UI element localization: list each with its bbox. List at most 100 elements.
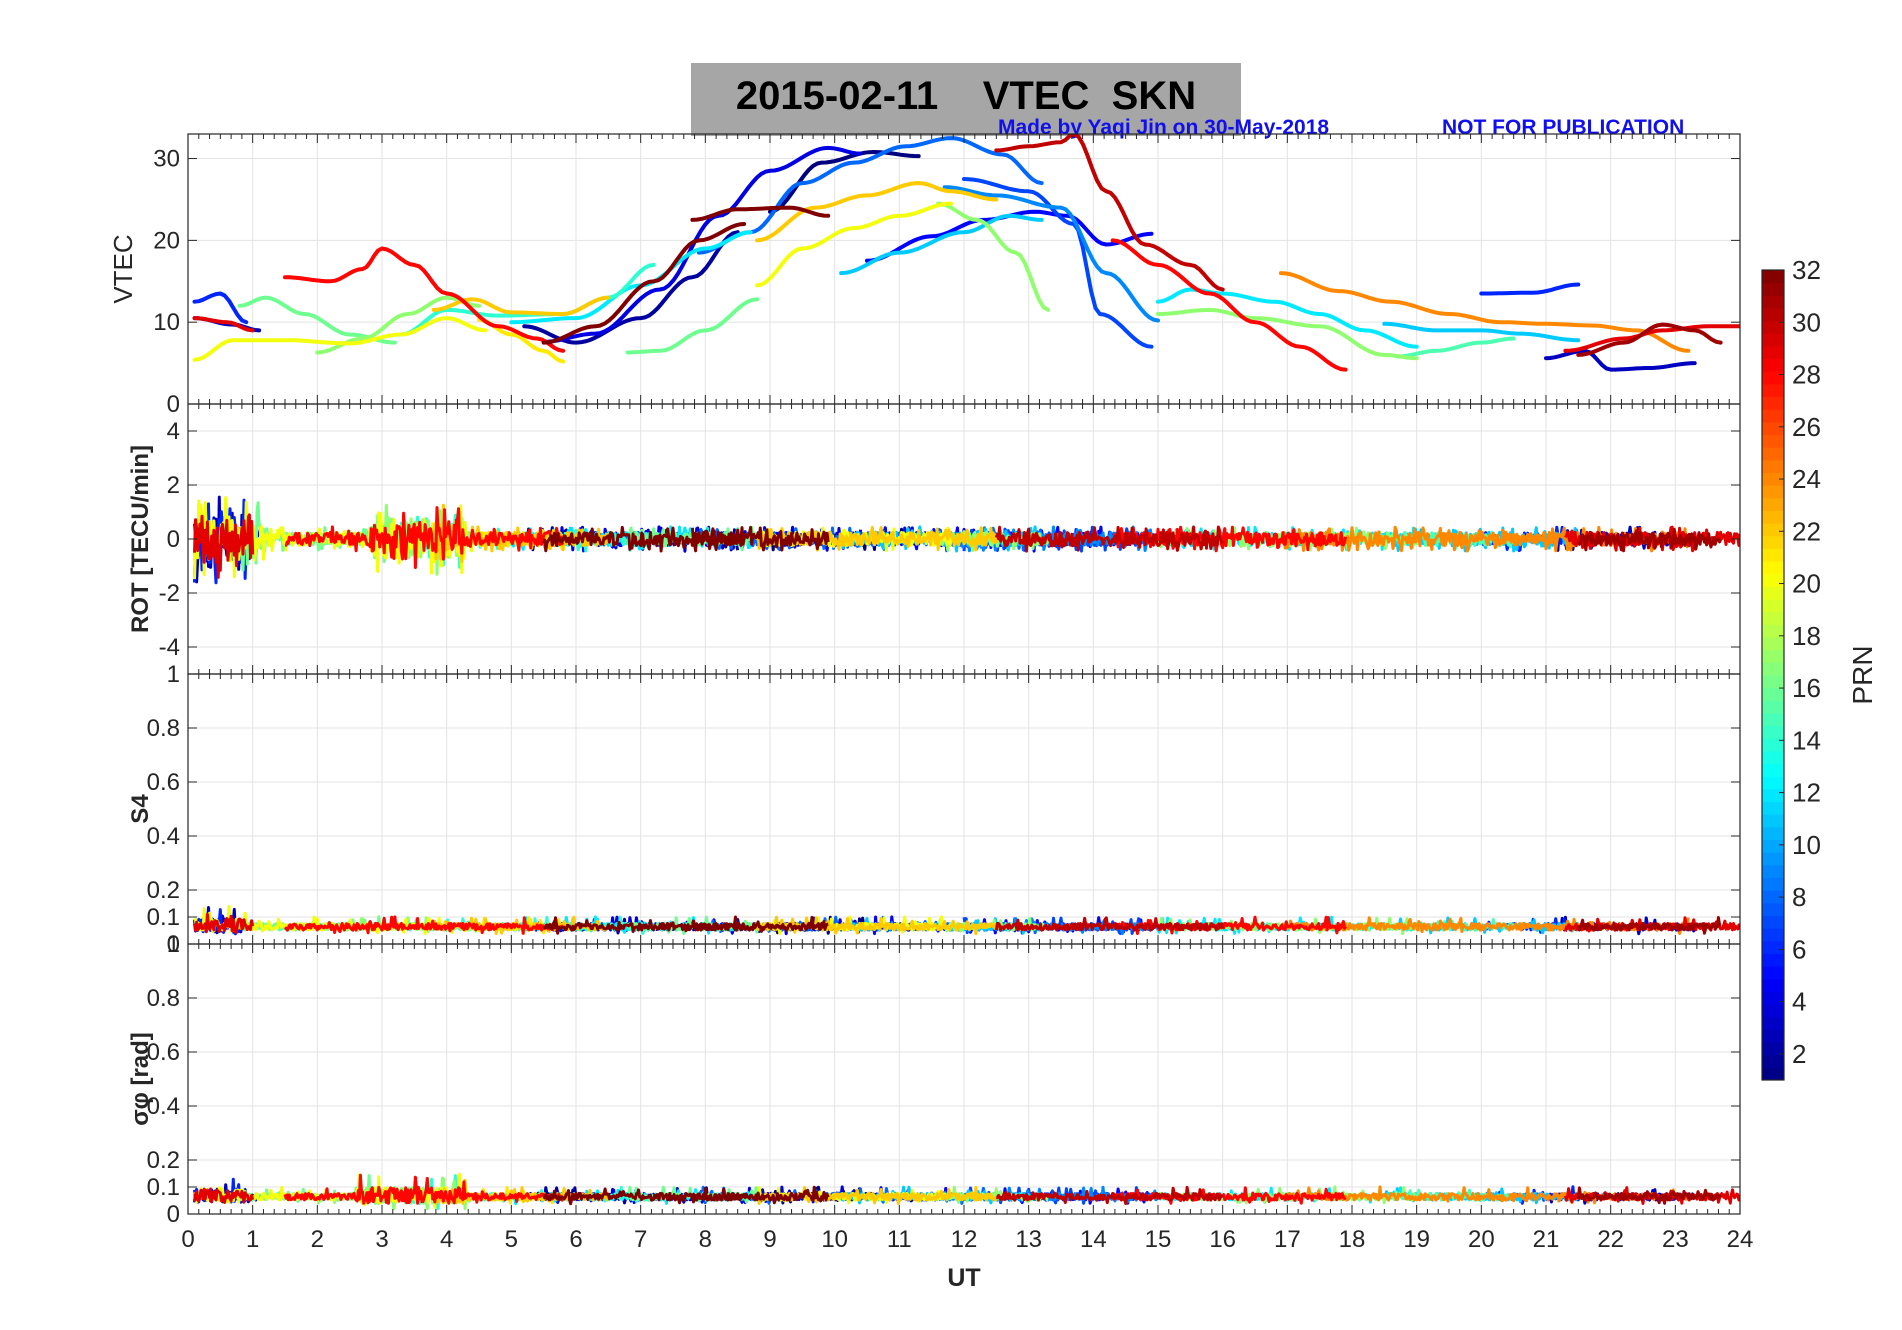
colorbar-band [1762, 383, 1784, 398]
y-tick-label: 0 [167, 931, 180, 958]
colorbar-band [1762, 864, 1784, 878]
trace-prn-29 [193, 1187, 255, 1204]
colorbar-tick-label: 20 [1792, 569, 1821, 599]
series-line-prn-28 [283, 246, 566, 353]
series-line-prn-32 [541, 222, 747, 345]
trace-prn-31 [1576, 527, 1722, 553]
colorbar-tick-label: 12 [1792, 778, 1821, 808]
x-tick-label: 5 [505, 1226, 518, 1253]
x-tick-label: 18 [1339, 1226, 1366, 1253]
colorbar-band [1762, 978, 1784, 992]
colorbar-tick-label: 8 [1792, 882, 1806, 912]
colorbar-band [1762, 371, 1784, 385]
colorbar-band [1762, 270, 1784, 284]
y-tick-label: -2 [159, 580, 180, 607]
trace-prn-22 [755, 915, 998, 936]
colorbar-band [1762, 447, 1784, 461]
colorbar-band [1762, 763, 1784, 777]
colorbar-band [1762, 991, 1784, 1005]
credit-text: Made by Yaqi Jin on 30-May-2018 [998, 116, 1330, 139]
y-tick-label: 0.2 [147, 877, 180, 904]
colorbar-tick-label: 4 [1792, 987, 1806, 1017]
colorbar-band [1762, 801, 1784, 815]
y-tick-label: 0.6 [147, 1039, 180, 1066]
colorbar-band [1762, 497, 1784, 511]
y-tick-label: 30 [153, 146, 180, 173]
series-line-prn-20 [755, 201, 954, 288]
series-line-prn-11 [1382, 321, 1581, 343]
y-tick-label: 1 [167, 661, 180, 688]
trace-prn-24 [1279, 916, 1690, 935]
colorbar-tick-label: 24 [1792, 464, 1821, 494]
x-tick-label: 20 [1468, 1226, 1495, 1253]
x-tick-label: 17 [1274, 1226, 1301, 1253]
colorbar-band [1762, 561, 1784, 575]
colorbar-band [1762, 1004, 1784, 1018]
series-line-prn-7 [962, 177, 1154, 349]
series-line-prn-28 [1110, 238, 1348, 372]
colorbar-label: PRN [1847, 645, 1878, 704]
panel-s4: 00.10.2 0.4 0.6 0.8 1 S4 [127, 661, 1741, 958]
y-tick-label: 0 [167, 1201, 180, 1228]
trace-prn-29 [193, 912, 255, 934]
series-line-prn-8 [696, 136, 1044, 255]
colorbar-band [1762, 1067, 1784, 1081]
y-tick-label: 0.4 [147, 823, 180, 850]
colorbar-tick-label: 16 [1792, 673, 1821, 703]
trace-prn-31 [1576, 1186, 1722, 1205]
trace-prn-32 [690, 915, 829, 933]
trace-prn-32 [690, 1185, 830, 1205]
x-tick-label: 21 [1533, 1226, 1560, 1253]
y-tick-label: 0.1 [147, 1174, 180, 1201]
disclaimer-text: NOT FOR PUBLICATION [1442, 116, 1685, 139]
x-tick-label: 7 [634, 1226, 647, 1253]
trace-prn-32 [690, 525, 830, 552]
colorbar-band [1762, 599, 1784, 613]
trace-prn-28 [283, 1173, 564, 1205]
x-tick-label: 19 [1403, 1226, 1430, 1253]
series-line-prn-11 [839, 213, 1044, 276]
y-tick-label: -4 [159, 634, 180, 661]
colorbar-band [1762, 826, 1784, 841]
colorbar-tick-label: 2 [1792, 1039, 1806, 1069]
series-line-prn-1 [768, 150, 921, 214]
colorbar-band [1762, 637, 1784, 651]
x-tick-label: 23 [1662, 1226, 1689, 1253]
series-line-prn-17 [936, 201, 1051, 312]
colorbar-band [1762, 852, 1784, 866]
colorbar-tick-label: 14 [1792, 725, 1821, 755]
colorbar-band [1762, 282, 1784, 296]
x-tick-label: 13 [1015, 1226, 1042, 1253]
colorbar-band [1762, 409, 1784, 423]
colorbar-band [1762, 396, 1784, 410]
colorbar-band [1762, 1054, 1784, 1068]
x-tick-label: 15 [1145, 1226, 1172, 1253]
x-tick-label: 10 [821, 1226, 848, 1253]
series-line-prn-24 [1278, 271, 1691, 353]
colorbar-frame [1761, 269, 1785, 1081]
x-tick-label: 8 [699, 1226, 712, 1253]
series-line-prn-15 [1395, 336, 1516, 359]
panel-vtec: 0 10 20 30 VTEC [108, 133, 1741, 418]
colorbar-band [1762, 624, 1784, 638]
colorbar-band [1762, 928, 1784, 942]
y-tick-label: 10 [153, 309, 180, 336]
data-layer [192, 134, 1740, 372]
y-tick-label: 0.1 [147, 904, 180, 931]
colorbar-band [1762, 459, 1784, 473]
colorbar-tick-label: 30 [1792, 307, 1821, 337]
x-tick-label: 6 [569, 1226, 582, 1253]
x-tick-label: 24 [1727, 1226, 1754, 1253]
y-tick-label: 0.8 [147, 715, 180, 742]
series-line-prn-32 [690, 205, 831, 222]
colorbar-band [1762, 1029, 1784, 1043]
colorbar-band [1762, 953, 1784, 967]
y-tick-label: 2 [167, 472, 180, 499]
series-line-prn-5 [865, 209, 1154, 263]
trace-prn-30 [994, 525, 1224, 553]
x-axis-label: UT [947, 1264, 980, 1292]
trace-prn-30 [994, 916, 1225, 932]
series-line-prn-16 [625, 297, 760, 355]
colorbar-band [1762, 776, 1784, 790]
